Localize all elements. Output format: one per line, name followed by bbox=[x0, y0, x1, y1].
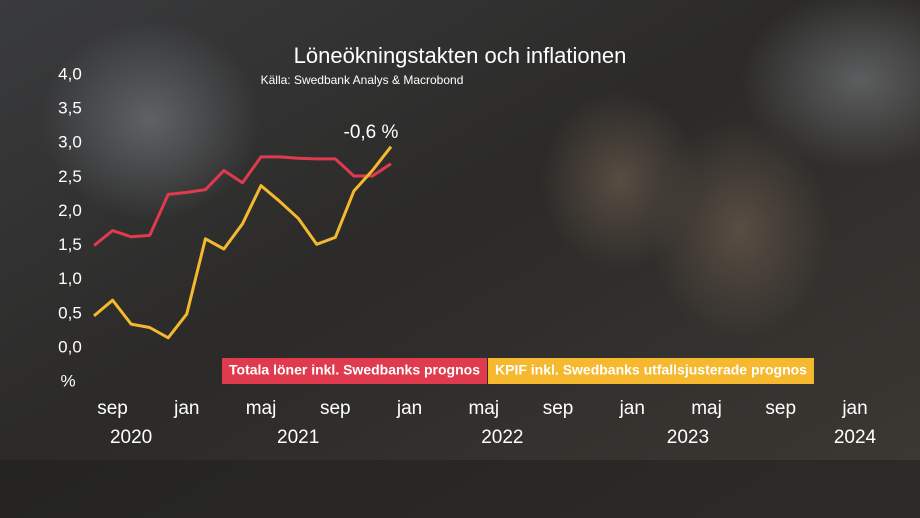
x-tick-label: maj bbox=[691, 398, 722, 419]
x-year-label: 2021 bbox=[277, 427, 319, 448]
background-shape bbox=[650, 120, 830, 340]
y-tick-label: 1,0 bbox=[58, 269, 82, 288]
y-tick-label: 3,5 bbox=[58, 99, 82, 118]
chart-title: Löneökningstakten och inflationen bbox=[294, 43, 627, 68]
background-shape bbox=[0, 460, 920, 518]
x-tick-label: jan bbox=[396, 398, 422, 419]
y-tick-label: 2,0 bbox=[58, 201, 82, 220]
x-tick-label: sep bbox=[320, 398, 351, 419]
legend-label: KPIF inkl. Swedbanks utfallsjusterade pr… bbox=[495, 362, 807, 378]
y-axis-label: % bbox=[60, 371, 75, 390]
x-tick-label: maj bbox=[468, 398, 499, 419]
y-tick-label: 2,5 bbox=[58, 167, 82, 186]
chart-subtitle: Källa: Swedbank Analys & Macrobond bbox=[261, 73, 464, 87]
series-line bbox=[93, 155, 392, 247]
x-year-label: 2023 bbox=[667, 427, 709, 448]
legend-item: KPIF inkl. Swedbanks utfallsjusterade pr… bbox=[488, 358, 814, 384]
background-shape bbox=[740, 0, 920, 170]
x-tick-label: sep bbox=[543, 398, 574, 419]
x-tick-label: jan bbox=[173, 398, 199, 419]
x-tick-label: jan bbox=[619, 398, 645, 419]
x-tick-label: jan bbox=[841, 398, 867, 419]
x-year-label: 2020 bbox=[110, 427, 152, 448]
x-tick-label: sep bbox=[97, 398, 128, 419]
legend-label: Totala löner inkl. Swedbanks prognos bbox=[229, 362, 480, 378]
legend-swatch bbox=[222, 358, 488, 384]
y-tick-label: 1,5 bbox=[58, 235, 82, 254]
legend-item: Totala löner inkl. Swedbanks prognos bbox=[222, 358, 488, 384]
x-tick-label: maj bbox=[246, 398, 277, 419]
y-tick-label: 0,5 bbox=[58, 303, 82, 322]
x-tick-label: sep bbox=[765, 398, 796, 419]
background-shape bbox=[40, 20, 260, 220]
y-tick-label: 0,0 bbox=[58, 337, 82, 356]
annotation: -0,6 % bbox=[344, 122, 399, 143]
y-tick-label: 3,0 bbox=[58, 133, 82, 152]
legend-swatch bbox=[488, 358, 814, 384]
y-tick-label: 4,0 bbox=[58, 64, 82, 83]
x-year-label: 2024 bbox=[834, 427, 877, 448]
series-line bbox=[93, 145, 393, 340]
x-year-label: 2022 bbox=[481, 427, 523, 448]
